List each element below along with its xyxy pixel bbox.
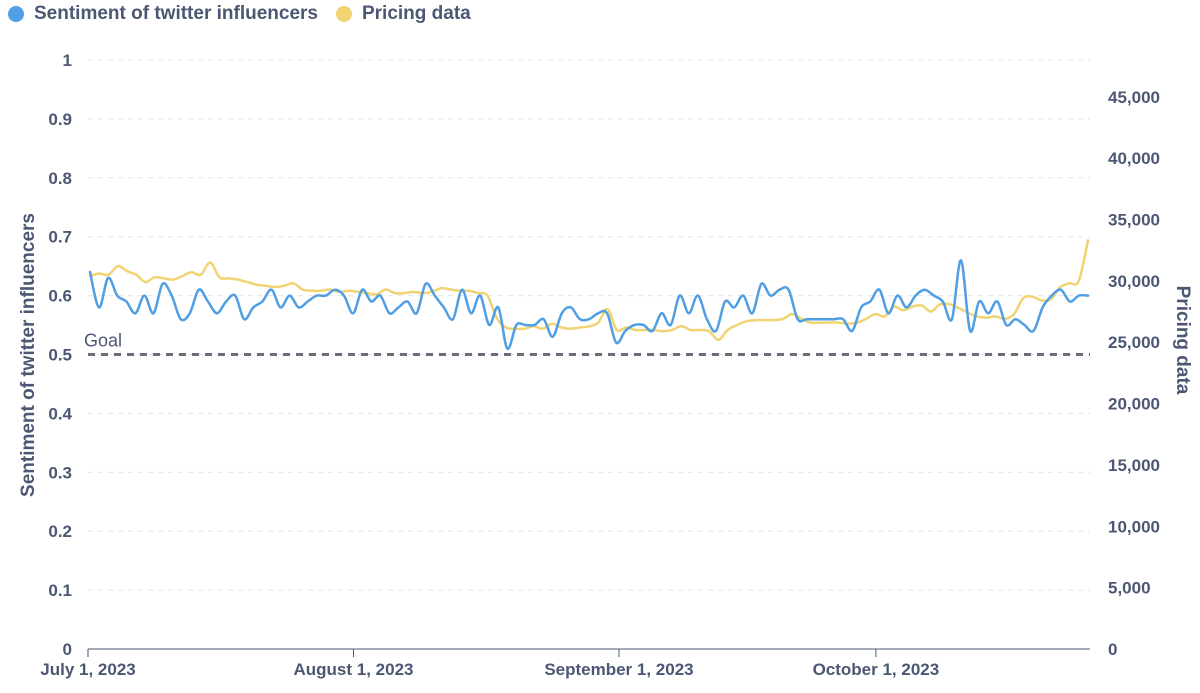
y-tick-label-left: 0.7: [48, 228, 72, 247]
x-axis: July 1, 2023 August 1, 2023 September 1, 2…: [40, 648, 1090, 679]
y-tick-label-left: 0.5: [48, 346, 72, 365]
y-axis-left-ticks: 0 0.1 0.2 0.3 0.4 0.5 0.6 0.7 0.8 0.9 1: [48, 51, 72, 659]
y-tick-label-left: 0: [63, 640, 72, 659]
y-tick-label-right: 10,000: [1108, 517, 1160, 536]
legend-label-sentiment: Sentiment of twitter influencers: [34, 3, 318, 24]
y-tick-label-left: 0.2: [48, 522, 72, 541]
y-tick-label-right: 5,000: [1108, 579, 1151, 598]
y-tick-label-right: 45,000: [1108, 88, 1160, 107]
y-tick-label-left: 1: [63, 51, 72, 70]
y-tick-label-right: 30,000: [1108, 272, 1160, 291]
x-tick-label: September 1, 2023: [544, 660, 693, 679]
y-tick-label-right: 35,000: [1108, 211, 1160, 230]
y-axis-right-title: Pricing data: [1172, 286, 1193, 395]
legend-item-sentiment[interactable]: Sentiment of twitter influencers: [8, 3, 318, 25]
legend-dot-sentiment: [8, 6, 24, 22]
y-tick-label-right: 25,000: [1108, 333, 1160, 352]
y-axis-left-title: Sentiment of twitter influencers: [18, 213, 39, 497]
legend-dot-pricing: [335, 6, 352, 22]
y-tick-label-left: 0.3: [48, 463, 72, 482]
x-tick-label: August 1, 2023: [293, 660, 413, 679]
series-line-sentiment[interactable]: [88, 259, 1090, 350]
y-tick-label-left: 0.9: [48, 110, 72, 129]
legend-label-pricing: Pricing data: [361, 3, 471, 24]
y-tick-label-right: 40,000: [1108, 149, 1160, 168]
legend: Sentiment of twitter influencers Pricing…: [8, 3, 489, 25]
y-tick-label-left: 0.6: [48, 287, 72, 306]
y-tick-label-left: 0.4: [48, 404, 72, 423]
y-tick-label-left: 0.8: [48, 169, 72, 188]
y-axis-right-ticks: 0 5,000 10,000 15,000 20,000 25,000 30,000 35,0…: [1108, 88, 1160, 659]
goal-line-group: Goal: [84, 331, 1090, 356]
legend-item-pricing[interactable]: Pricing data: [335, 3, 471, 25]
series-lines: [88, 239, 1090, 350]
y-tick-label-right: 15,000: [1108, 456, 1160, 475]
series-line-pricing[interactable]: [88, 239, 1090, 342]
y-tick-label-left: 0.1: [48, 581, 72, 600]
y-tick-label-right: 20,000: [1108, 395, 1160, 414]
x-tick-label: July 1, 2023: [40, 660, 135, 679]
x-tick-label: October 1, 2023: [813, 660, 940, 679]
y-tick-label-right: 0: [1108, 640, 1117, 659]
goal-label: Goal: [84, 331, 122, 351]
